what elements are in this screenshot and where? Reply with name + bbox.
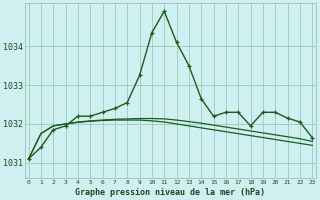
- X-axis label: Graphe pression niveau de la mer (hPa): Graphe pression niveau de la mer (hPa): [76, 188, 265, 197]
